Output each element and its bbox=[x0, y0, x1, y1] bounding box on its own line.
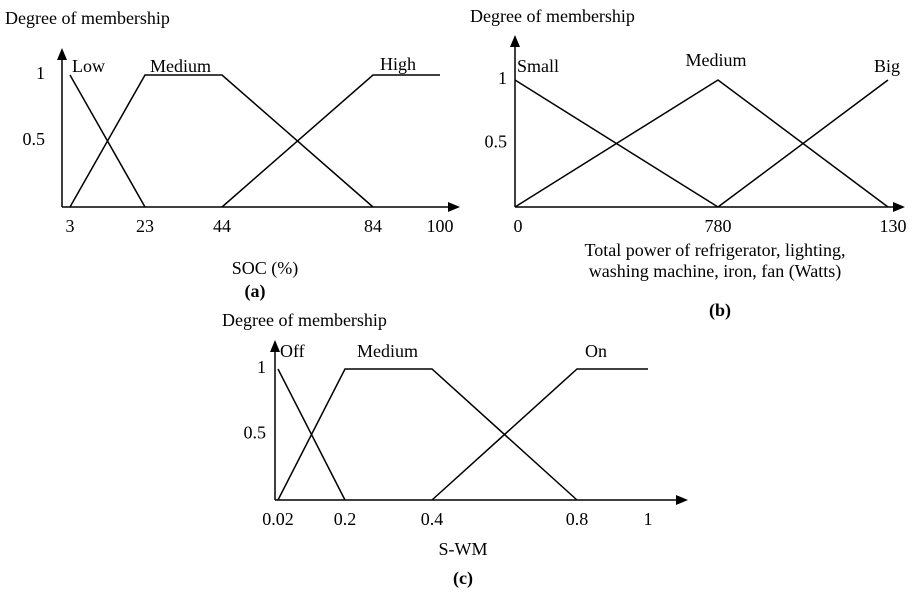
membership-line bbox=[277, 368, 578, 501]
x-tick-label: 1 bbox=[644, 509, 653, 529]
caption: (c) bbox=[453, 568, 473, 589]
set-label: Low bbox=[72, 56, 105, 76]
x-tick-label: 780 bbox=[705, 216, 732, 236]
y-axis-title: Degree of membership bbox=[470, 6, 635, 26]
x-tick-label: 44 bbox=[213, 216, 231, 236]
membership-line bbox=[221, 74, 440, 208]
membership-line bbox=[69, 74, 374, 208]
x-tick-label: 0 bbox=[514, 216, 523, 236]
caption: (a) bbox=[245, 281, 266, 302]
x-axis-arrow bbox=[448, 202, 460, 212]
y-tick-label: 0.5 bbox=[244, 423, 267, 443]
x-tick-label: 100 bbox=[427, 216, 454, 236]
y-axis-title: Degree of membership bbox=[222, 310, 387, 330]
y-tick-label: 1 bbox=[498, 68, 507, 88]
x-tick-label: 0.2 bbox=[334, 509, 357, 529]
set-label: Big bbox=[874, 56, 900, 76]
membership-line bbox=[717, 79, 889, 208]
x-tick-label: 84 bbox=[364, 216, 382, 236]
set-label: Small bbox=[517, 56, 559, 76]
set-label: Medium bbox=[150, 56, 211, 76]
x-axis-title: Total power of refrigerator, lighting, bbox=[585, 240, 846, 260]
membership-line bbox=[431, 368, 648, 501]
x-tick-label: 3 bbox=[66, 216, 75, 236]
x-axis-arrow bbox=[893, 202, 905, 212]
y-tick-label: 1 bbox=[257, 357, 266, 377]
x-axis-title: washing machine, iron, fan (Watts) bbox=[589, 261, 841, 282]
y-axis-arrow bbox=[57, 48, 67, 60]
x-tick-label: 0.02 bbox=[262, 509, 294, 529]
y-axis-arrow bbox=[510, 35, 520, 47]
y-axis-title: Degree of membership bbox=[5, 8, 170, 28]
set-label: High bbox=[380, 54, 416, 74]
x-tick-label: 0.4 bbox=[421, 509, 444, 529]
x-tick-label: 130 bbox=[880, 216, 907, 236]
set-label: Medium bbox=[357, 341, 418, 361]
membership-line bbox=[514, 79, 889, 208]
x-axis-title: S-WM bbox=[439, 539, 488, 559]
y-tick-label: 0.5 bbox=[485, 132, 508, 152]
y-tick-label: 1 bbox=[36, 63, 45, 83]
x-axis-arrow bbox=[676, 495, 688, 505]
set-label: On bbox=[585, 341, 607, 361]
x-tick-label: 23 bbox=[136, 216, 154, 236]
x-tick-label: 0.8 bbox=[566, 509, 589, 529]
set-label: Medium bbox=[686, 50, 747, 70]
set-label: Off bbox=[280, 341, 305, 361]
caption: (b) bbox=[709, 300, 731, 321]
y-axis-arrow bbox=[270, 340, 280, 352]
x-axis-title: SOC (%) bbox=[232, 258, 299, 279]
y-tick-label: 0.5 bbox=[23, 129, 46, 149]
